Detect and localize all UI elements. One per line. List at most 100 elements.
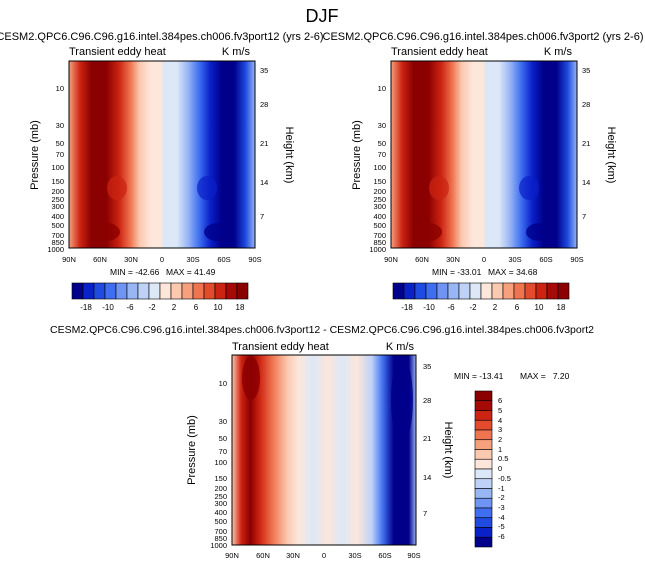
colorbar-cell xyxy=(148,282,161,300)
colorbar-label: 18 xyxy=(557,303,566,312)
panel-2-units: K m/s xyxy=(544,46,573,58)
colorbar-label: -0.5 xyxy=(498,474,511,483)
panel-2-colorbar: -18 -10 -6 -2 2 6 10 18 xyxy=(392,282,570,312)
y-tick-label: 500 xyxy=(51,221,64,230)
panel-3: CESM2.QPC6.C96.C96.g16.intel.384pes.ch00… xyxy=(50,324,594,560)
y-tick-label: 1000 xyxy=(369,245,386,254)
x-tick-label: 90S xyxy=(570,255,583,264)
panel-1-mid-max-nh xyxy=(107,176,127,200)
colorbar-label: -6 xyxy=(498,532,505,541)
colorbar-1-labels: -18 -10 -6 -2 2 6 10 18 xyxy=(80,303,245,312)
colorbar-cell xyxy=(474,449,493,460)
panel-3-title: CESM2.QPC6.C96.C96.g16.intel.384pes.ch00… xyxy=(50,324,594,336)
colorbar-cell xyxy=(474,390,493,402)
colorbar-cell xyxy=(474,536,493,548)
y-tick-label: 1000 xyxy=(210,541,227,550)
panel-1-y-ticks: 10 30 50 70 100 150 200 250 300 400 500 … xyxy=(47,84,64,254)
colorbar-label: 18 xyxy=(236,303,245,312)
height-tick-label: 7 xyxy=(260,212,264,221)
panel-2-field xyxy=(391,61,577,248)
colorbar-cell xyxy=(104,282,117,300)
colorbar-label: 6 xyxy=(515,303,520,312)
y-tick-label: 30 xyxy=(219,417,227,426)
colorbar-label: 2 xyxy=(498,435,502,444)
panel-3-frame xyxy=(231,354,417,546)
y-tick-label: 100 xyxy=(373,163,386,172)
panel-1-colorbar: -18 -10 -6 -2 2 6 10 18 xyxy=(71,282,249,312)
height-tick-label: 14 xyxy=(260,178,268,187)
x-tick-label: 30N xyxy=(446,255,460,264)
panel-3-units: K m/s xyxy=(386,341,415,353)
x-tick-label: 0 xyxy=(322,551,326,560)
y-tick-label: 200 xyxy=(214,484,227,493)
panel-3-min-sh xyxy=(391,358,413,442)
x-tick-label: 60S xyxy=(539,255,552,264)
panel-2-tropo-min-sh xyxy=(526,223,554,241)
panel-3-x-ticks: 90N 60N 30N 0 30S 60S 90S xyxy=(225,551,421,560)
colorbar-label: -6 xyxy=(447,303,455,312)
y-tick-label: 850 xyxy=(373,238,386,247)
panel-2-tropo-max-nh xyxy=(414,223,442,241)
y-tick-label: 250 xyxy=(373,195,386,204)
panel-1-y2label: Height (km) xyxy=(283,127,295,184)
colorbar-2-cells xyxy=(392,282,570,300)
colorbar-cell xyxy=(425,282,438,300)
panel-2-y-ticks: 10 30 50 70 100 150 200 250 300 400 500 … xyxy=(369,84,386,254)
colorbar-cell xyxy=(474,419,493,431)
y-tick-label: 300 xyxy=(373,202,386,211)
y-tick-label: 250 xyxy=(214,492,227,501)
colorbar-cell xyxy=(115,282,128,300)
panel-1-min-label: MIN = -42.66 xyxy=(110,267,160,277)
panel-3-max-nh xyxy=(242,356,260,400)
panel-1-frame xyxy=(68,60,256,249)
colorbar-cell xyxy=(480,282,493,300)
x-tick-label: 30N xyxy=(286,551,300,560)
colorbar-3-labels: 6 5 4 3 2 1 0.5 0 -0.5 -1 -2 -3 -4 -5 -6 xyxy=(498,396,511,541)
x-tick-label: 0 xyxy=(160,255,164,264)
figure-title: DJF xyxy=(306,6,339,26)
colorbar-cell xyxy=(474,468,493,480)
height-tick-label: 7 xyxy=(423,509,427,518)
y-tick-label: 50 xyxy=(219,434,227,443)
panel-2-y2label: Height (km) xyxy=(605,127,617,184)
y-tick-label: 100 xyxy=(51,163,64,172)
colorbar-cell xyxy=(137,282,150,300)
y-tick-label: 850 xyxy=(214,534,227,543)
panel-1-height-ticks: 35 28 21 14 7 xyxy=(260,66,268,221)
colorbar-label: -10 xyxy=(102,303,114,312)
colorbar-label: -18 xyxy=(80,303,92,312)
height-tick-label: 7 xyxy=(582,212,586,221)
colorbar-label: -1 xyxy=(498,484,505,493)
colorbar-cell xyxy=(192,282,205,300)
colorbar-cell xyxy=(524,282,537,300)
height-tick-label: 21 xyxy=(582,139,590,148)
y-tick-label: 1000 xyxy=(47,245,64,254)
y-tick-label: 700 xyxy=(214,527,227,536)
y-tick-label: 300 xyxy=(214,499,227,508)
panel-3-y-ticks: 10 30 50 70 100 150 200 250 300 400 500 … xyxy=(210,379,227,550)
height-tick-label: 35 xyxy=(423,362,431,371)
y-tick-label: 850 xyxy=(51,238,64,247)
panel-2-frame xyxy=(390,60,578,249)
y-tick-label: 150 xyxy=(51,177,64,186)
colorbar-label: 6 xyxy=(194,303,199,312)
colorbar-label: -2 xyxy=(148,303,156,312)
colorbar-label: 4 xyxy=(498,416,502,425)
x-tick-label: 90S xyxy=(248,255,261,264)
panel-2-mid-max-nh xyxy=(429,176,449,200)
panel-2-mid-min-sh xyxy=(519,176,539,200)
colorbar-label: 0.5 xyxy=(498,454,508,463)
colorbar-cell xyxy=(474,478,493,489)
colorbar-cell xyxy=(474,439,493,450)
colorbar-cell xyxy=(126,282,139,300)
panel-2-max-label: MAX = 34.68 xyxy=(488,267,538,277)
colorbar-cell xyxy=(236,282,249,300)
panel-1-field xyxy=(69,61,255,248)
colorbar-cell xyxy=(414,282,427,300)
height-tick-label: 28 xyxy=(260,100,268,109)
x-tick-label: 0 xyxy=(482,255,486,264)
x-tick-label: 60N xyxy=(256,551,270,560)
colorbar-label: 5 xyxy=(498,406,502,415)
panel-3-subtitle: Transient eddy heat xyxy=(232,341,329,353)
colorbar-cell xyxy=(557,282,570,300)
